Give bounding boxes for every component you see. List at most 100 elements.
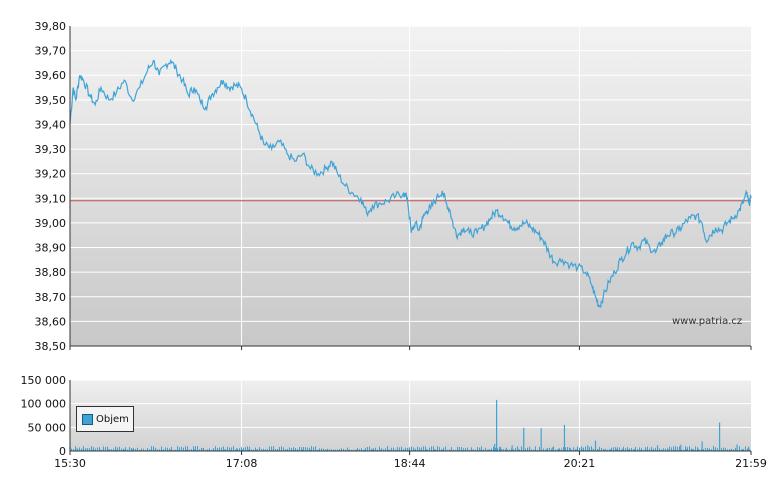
volume-bar-minor [727, 449, 728, 451]
volume-bar-minor [383, 449, 384, 451]
volume-bar-minor [329, 449, 330, 451]
volume-bar [108, 449, 110, 451]
volume-bar-minor [189, 449, 190, 451]
volume-bar-minor [235, 449, 236, 451]
volume-bar-minor [275, 449, 276, 451]
volume-bar [718, 422, 721, 451]
volume-bar-minor [453, 449, 454, 451]
volume-bar-minor [135, 448, 136, 451]
volume-bar-minor [657, 449, 658, 451]
volume-bar-minor [653, 448, 654, 451]
volume-bar-minor [659, 448, 660, 451]
volume-bar-minor [311, 446, 312, 451]
volume-bar [616, 448, 618, 451]
volume-bar-minor [157, 449, 158, 451]
volume-bar-minor [113, 448, 114, 451]
volume-bar [622, 448, 624, 451]
volume-bar-minor [389, 449, 390, 451]
volume-bar-minor [357, 447, 358, 451]
volume-bar-minor [121, 448, 122, 451]
volume-bar-minor [615, 447, 616, 451]
volume-bar-minor [171, 446, 172, 451]
volume-bar-minor [81, 448, 82, 451]
volume-bar-minor [89, 448, 90, 451]
volume-bar-minor [299, 447, 300, 451]
volume-bar-minor [461, 447, 462, 451]
volume-bar [241, 449, 244, 451]
volume-bar-minor [185, 446, 186, 451]
volume-bar-minor [141, 448, 142, 451]
volume-bar-minor [565, 447, 566, 451]
volume-bar-minor [585, 446, 586, 451]
volume-bar-minor [677, 446, 678, 451]
volume-bar-minor [361, 448, 362, 451]
volume-bar-minor [521, 446, 522, 451]
volume-bar-minor [365, 447, 366, 451]
volume-bar-minor [243, 447, 244, 451]
volume-bar [255, 449, 257, 451]
volume-bar-minor [625, 448, 626, 451]
volume-bar-minor [303, 446, 304, 451]
volume-bar-minor [139, 449, 140, 451]
volume-bar-minor [689, 446, 690, 451]
volume-bar-minor [249, 446, 250, 451]
volume-bar-minor [739, 446, 740, 451]
volume-bar-minor [731, 448, 732, 451]
volume-bar-minor [451, 447, 452, 451]
volume-bar-minor [161, 446, 162, 451]
volume-bar-minor [679, 446, 680, 451]
volume-bar-minor [425, 446, 426, 451]
volume-bar-minor [269, 446, 270, 451]
volume-bar-minor [283, 447, 284, 451]
volume-bar [247, 449, 249, 451]
volume-bar-minor [97, 447, 98, 451]
volume-bar-minor [633, 449, 634, 451]
volume-bar [674, 449, 676, 451]
volume-bar [433, 449, 436, 451]
volume-chart-panel: 150 000 100 000 50 000 015:30 17:08 18:44 20:2… [21, 374, 767, 470]
volume-bar-minor [401, 446, 402, 451]
volume-bar-minor [127, 449, 128, 451]
volume-bar-minor [227, 446, 228, 451]
volume-bar-minor [605, 449, 606, 451]
volume-bar-minor [173, 449, 174, 451]
volume-bar-minor [499, 447, 500, 451]
price-y-tick-label: 39,20 [35, 168, 67, 181]
volume-bar-minor [295, 448, 296, 451]
price-y-tick-label: 39,00 [35, 217, 67, 230]
volume-bar [494, 443, 496, 451]
volume-bar-minor [695, 446, 696, 451]
volume-bar-minor [289, 447, 290, 451]
volume-bar-minor [265, 449, 266, 451]
volume-bar-minor [549, 447, 550, 451]
volume-bar-minor [493, 446, 494, 451]
volume-bar-minor [701, 448, 702, 451]
volume-bar [193, 449, 195, 451]
volume-bar-minor [561, 448, 562, 451]
volume-bar-minor [507, 449, 508, 451]
volume-bar-minor [251, 449, 252, 451]
volume-bar-minor [369, 446, 370, 451]
volume-bar-minor [471, 447, 472, 451]
volume-bar-minor [341, 448, 342, 451]
legend-swatch-icon [82, 413, 93, 425]
x-tick-label: 20:21 [564, 457, 596, 470]
volume-bar-minor [735, 447, 736, 451]
volume-bar-minor [747, 448, 748, 451]
volume-bar-minor [477, 447, 478, 451]
volume-bar-minor [337, 449, 338, 451]
volume-bar-minor [539, 446, 540, 451]
volume-bar-minor [247, 446, 248, 451]
volume-bar-minor [513, 449, 514, 451]
volume-bar-minor [485, 447, 486, 451]
volume-bar-minor [261, 448, 262, 451]
volume-bar-minor [413, 447, 414, 451]
volume-bar-minor [459, 447, 460, 451]
volume-bar-minor [673, 446, 674, 451]
volume-bar [115, 449, 118, 451]
volume-bar-minor [177, 446, 178, 451]
volume-bar-minor [447, 449, 448, 451]
volume-bar-minor [469, 449, 470, 451]
volume-bar-minor [143, 448, 144, 451]
volume-bar-minor [583, 447, 584, 451]
